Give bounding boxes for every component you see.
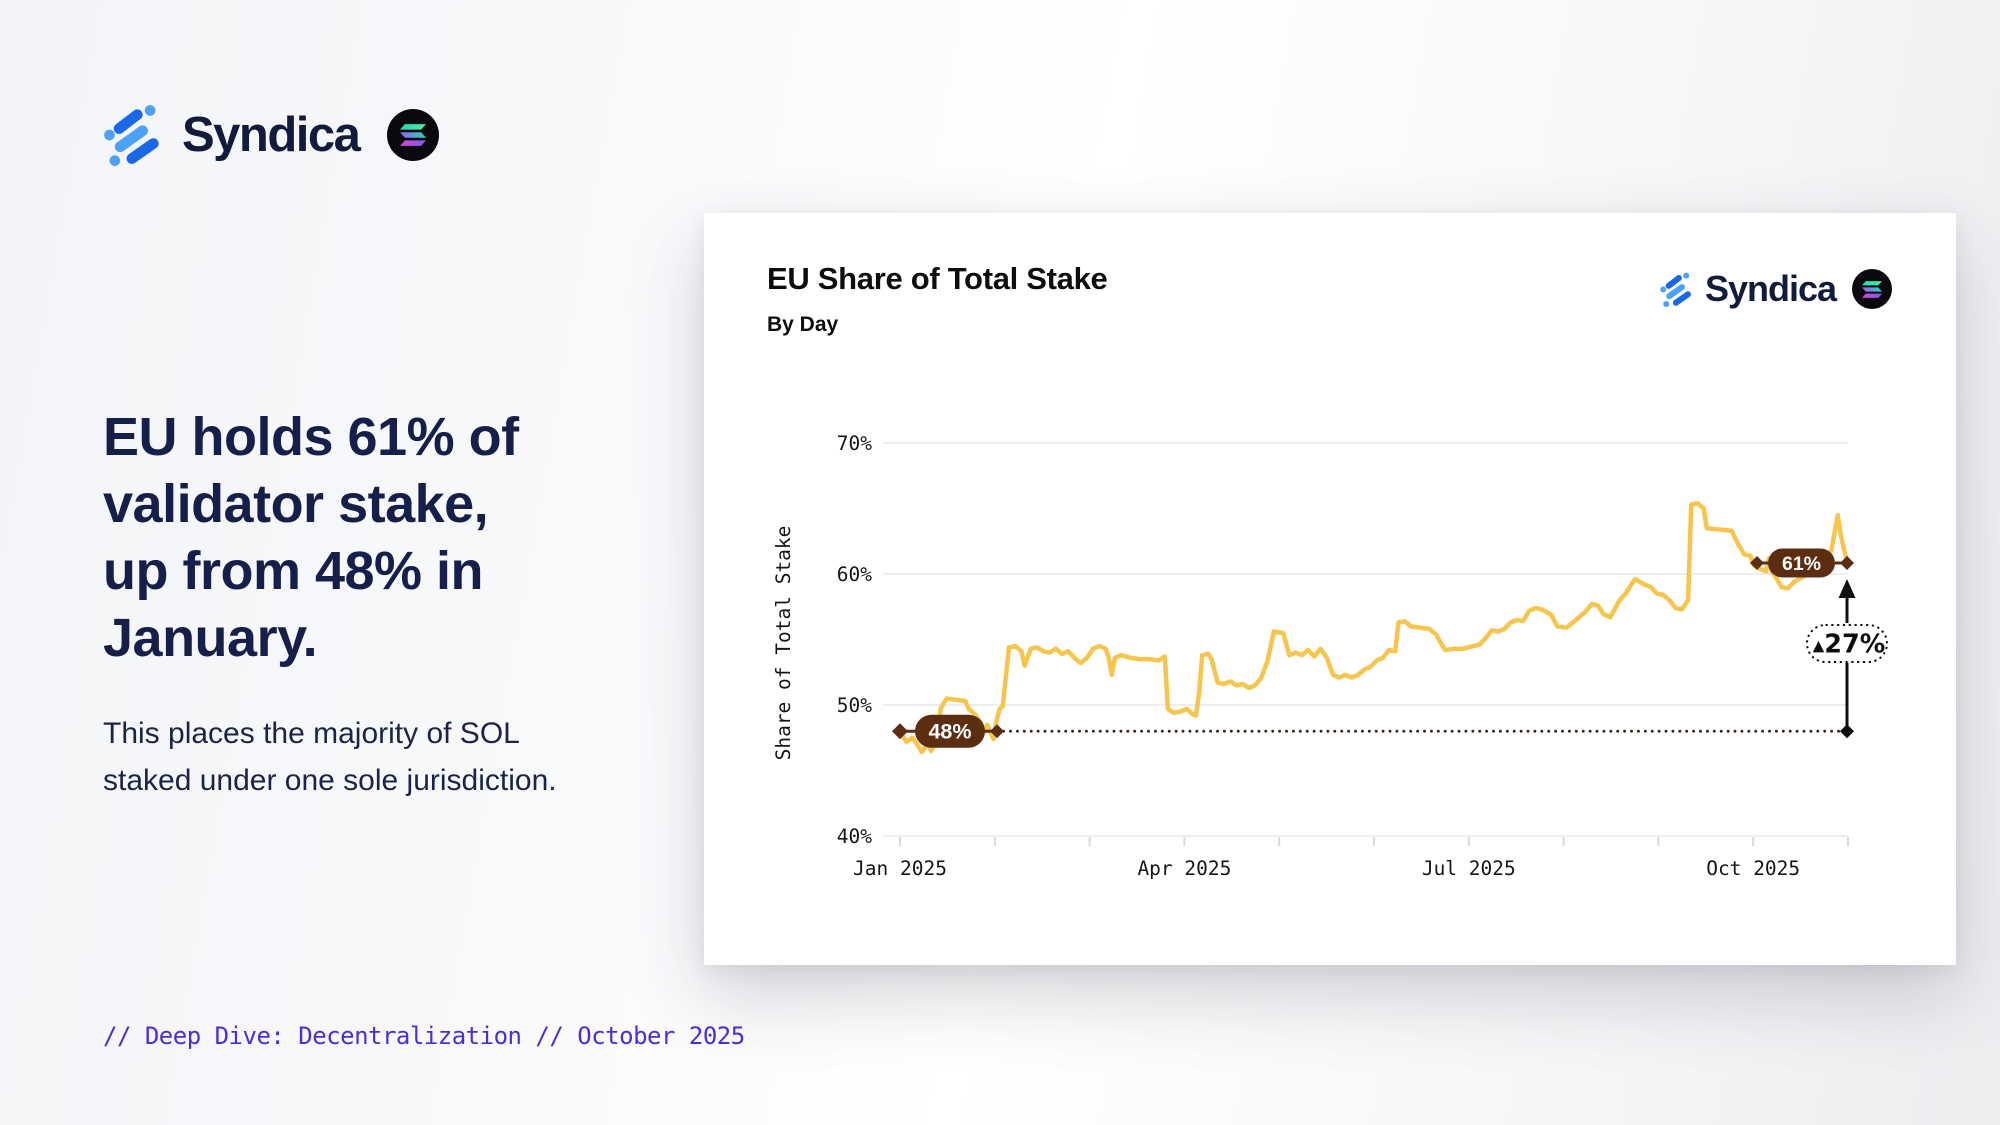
start-badge-label: 48% [928,720,971,744]
solana-icon [387,109,440,161]
start-badge [915,714,985,748]
page-subheadline: This places the majority of SOL staked un… [103,717,557,797]
syndica-logo: Syndica [100,104,440,166]
y-axis-title: Share of Total Stake [772,526,795,761]
stake-share-line [897,501,1850,755]
chart-card: EU Share of Total Stake By Day Syndica 7… [704,213,1956,965]
delta-pill [1806,624,1888,663]
syndica-logo-icon [104,105,159,166]
x-tick-label: Jul 2025 [1422,857,1516,880]
arrow-head [1838,579,1856,598]
start-ref-diamond [990,724,1004,739]
page-headline: EU holds 61% of validator stake, up from 4… [103,407,519,668]
start-marker-diamond [892,723,908,740]
y-tick-label: 40% [837,825,872,848]
card-syndica-logo: Syndica [1658,269,1892,309]
chart-svg: 70% 60% 50% 40% Jan 2025 Apr 2025 Jul 2025 Oct … [772,432,1888,880]
report-footer: // Deep Dive: Decentralization // Octobe… [103,1022,745,1050]
arrow-base-diamond [1840,724,1854,739]
y-tick-label: 70% [837,432,872,455]
x-tick-label: Apr 2025 [1137,857,1231,880]
end-badge [1768,548,1835,578]
y-tick-label: 50% [837,694,872,717]
end-left-diamond [1750,556,1764,570]
chart-subtitle: By Day [767,313,839,336]
syndica-wordmark: Syndica [182,107,361,162]
y-tick-label: 60% [837,563,872,586]
x-tick-label: Oct 2025 [1706,857,1800,880]
x-tick-label: Jan 2025 [853,857,947,880]
solana-icon [1852,269,1892,309]
syndica-logo-icon [1660,272,1691,307]
chart-title: EU Share of Total Stake [767,261,1108,296]
end-badge-label: 61% [1782,553,1821,575]
end-marker-diamond [1840,556,1854,570]
syndica-wordmark: Syndica [1704,268,1837,309]
delta-pill-label: ▲27% [1813,630,1886,660]
